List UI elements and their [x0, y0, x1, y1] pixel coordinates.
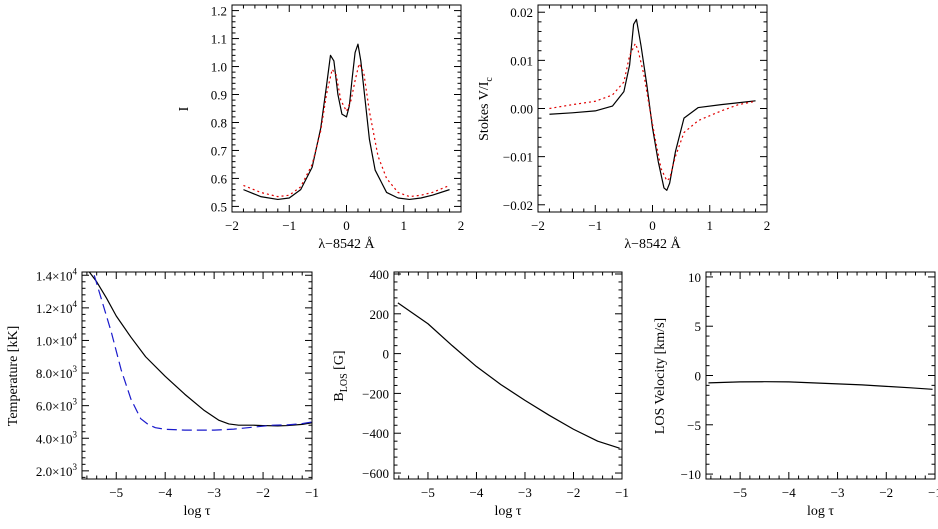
panel-blos: −5 −4 −3 −2 −1 −600 −400 −200 0 200 400 log τ BLOS [… [332, 267, 629, 519]
x-tick-label: −3 [207, 485, 221, 500]
series-line-2-dotted [243, 63, 450, 198]
x-tick-label: −5 [733, 485, 747, 500]
x-tick-label: −5 [421, 485, 435, 500]
plot-frame [231, 4, 462, 213]
x-axis-label: λ−8542 Å [624, 236, 681, 252]
x-axis-label: log τ [183, 504, 210, 519]
y-tick-label: 1.4×104 [36, 266, 78, 283]
y-tick-label: −600 [362, 466, 389, 481]
x-tick-label: 1 [707, 218, 714, 233]
series-line-2-dotted [549, 42, 756, 182]
x-tick-label: −1 [305, 485, 319, 500]
series-line-2-dashed [93, 275, 312, 431]
x-axis-label: λ−8542 Å [318, 236, 375, 252]
x-tick-label: −2 [567, 485, 581, 500]
y-tick-label: 0.00 [510, 102, 533, 117]
panel-temperature: −5 −4 −3 −2 −1 2.0×103 4.0×103 6.0×103 8.0×103 1.… [6, 266, 319, 519]
x-axis-label: log τ [807, 504, 834, 519]
x-tick-label: −2 [531, 218, 545, 233]
x-tick-label: 1 [401, 218, 408, 233]
x-tick-label: −4 [470, 485, 484, 500]
plot-frame [393, 271, 623, 480]
x-tick-label: −1 [928, 485, 938, 500]
y-tick-label: 0.02 [510, 5, 533, 20]
x-tick-label: −2 [225, 218, 239, 233]
y-axis-label: I [177, 106, 192, 111]
y-tick-label: 10 [688, 270, 701, 285]
y-tick-label: 400 [370, 267, 390, 282]
panel-stokes_v: −2 −1 0 1 2 −0.02 −0.01 0.00 0.01 0.02 λ−8542 Å Sto… [477, 4, 771, 252]
y-axis-label: LOS Velocity [km/s] [653, 318, 668, 434]
y-tick-label: 0.01 [510, 53, 533, 68]
x-tick-label: 2 [764, 218, 771, 233]
series-line-1-solid [549, 18, 756, 191]
x-tick-label: −2 [256, 485, 270, 500]
series-line-1-solid [88, 272, 312, 427]
plot-frame [705, 271, 936, 480]
y-tick-label: 0.5 [211, 199, 227, 214]
x-tick-label: −5 [109, 485, 123, 500]
y-tick-label: 0.8 [211, 115, 227, 130]
y-tick-label: 1.2 [211, 4, 227, 19]
series-line-1-solid [243, 43, 450, 201]
y-tick-label: −10 [681, 467, 701, 482]
y-axis-label: Temperature [kK] [6, 326, 21, 426]
y-tick-label: 2.0×103 [36, 462, 78, 479]
x-axis-label: log τ [494, 504, 521, 519]
y-tick-label: 1.0 [211, 60, 227, 75]
y-tick-label: 0 [383, 347, 390, 362]
y-tick-label: −400 [362, 426, 389, 441]
panel-velocity: −5 −4 −3 −2 −1 −10 −5 0 5 10 log τ LOS Velocity [km… [653, 270, 938, 519]
y-tick-label: 1.1 [211, 32, 227, 47]
y-tick-label: 0 [695, 369, 702, 384]
y-tick-label: 5 [695, 319, 702, 334]
x-tick-label: −4 [158, 485, 172, 500]
x-tick-label: −1 [615, 485, 629, 500]
y-tick-label: −0.01 [503, 150, 533, 165]
x-tick-label: 2 [458, 218, 465, 233]
x-tick-label: −1 [282, 218, 296, 233]
y-tick-label: 6.0×103 [36, 397, 78, 414]
series-line-1-solid [397, 302, 620, 449]
y-axis-label: BLOS [G] [332, 350, 350, 401]
x-tick-label: 0 [343, 218, 350, 233]
x-tick-label: 0 [649, 218, 656, 233]
y-tick-label: 0.9 [211, 88, 227, 103]
x-tick-label: −1 [588, 218, 602, 233]
x-tick-label: −3 [518, 485, 532, 500]
x-tick-label: −3 [831, 485, 845, 500]
y-tick-label: 200 [370, 307, 390, 322]
panel-intensity: −2 −1 0 1 2 0.5 0.6 0.7 0.8 0.9 1.0 1.1 1.2 λ−8542 Å I [177, 4, 464, 252]
x-tick-label: −2 [879, 485, 893, 500]
series-line-1-solid [708, 381, 933, 390]
plot-frame [537, 4, 768, 213]
y-tick-label: 4.0×103 [36, 429, 78, 446]
x-tick-label: −4 [782, 485, 796, 500]
y-tick-label: 0.7 [211, 143, 228, 158]
y-axis-label: Stokes V/Ic [477, 77, 495, 141]
y-tick-label: −0.02 [503, 198, 533, 213]
y-tick-label: −5 [687, 418, 701, 433]
plot-frame [81, 271, 313, 480]
y-tick-label: 1.2×104 [36, 299, 78, 316]
y-tick-label: 8.0×103 [36, 364, 78, 381]
y-tick-label: 1.0×104 [36, 331, 78, 348]
y-tick-label: 0.6 [211, 171, 228, 186]
y-tick-label: −200 [362, 386, 389, 401]
